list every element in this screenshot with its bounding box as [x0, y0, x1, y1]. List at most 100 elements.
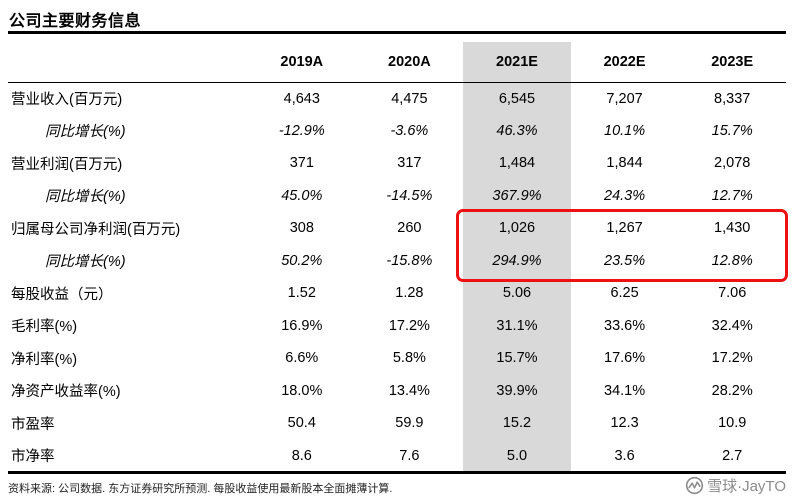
data-cell: -15.8% — [386, 252, 433, 269]
title-rule — [8, 31, 786, 34]
data-cell: 10.1% — [604, 122, 646, 139]
column-header-2019a: 2019A — [248, 42, 356, 83]
data-cell: 24.3% — [604, 187, 646, 204]
data-cell: 31.1% — [463, 309, 571, 342]
bottom-rule — [8, 471, 786, 474]
data-cell: 294.9% — [463, 244, 571, 277]
row-label: 同比增长(%) — [45, 124, 126, 141]
table-row-net-profit-growth: 同比增长(%) 50.2% -15.8% 294.9% 23.5% 12.8% — [8, 244, 786, 277]
data-cell: 6.25 — [610, 285, 639, 302]
column-header-2021e: 2021E — [463, 42, 571, 83]
table-row-operating-profit-growth: 同比增长(%) 45.0% -14.5% 367.9% 24.3% 12.7% — [8, 179, 786, 212]
table-row-revenue-growth: 同比增长(%) -12.9% -3.6% 46.3% 10.1% 15.7% — [8, 114, 786, 147]
data-cell: 15.7% — [711, 122, 753, 139]
data-cell: 15.2 — [463, 407, 571, 440]
table-row-net-margin: 净利率(%) 6.6% 5.8% 15.7% 17.6% 17.2% — [8, 342, 786, 375]
data-cell: 16.9% — [281, 317, 323, 334]
table-row-pe: 市盈率 50.4 59.9 15.2 12.3 10.9 — [8, 407, 786, 440]
data-cell: 8,337 — [714, 90, 751, 107]
row-label: 营业收入(百万元) — [11, 92, 123, 108]
data-cell: 12.7% — [711, 187, 753, 204]
data-cell: 3.6 — [614, 447, 635, 464]
data-cell: 1,484 — [463, 147, 571, 180]
data-cell: 18.0% — [281, 382, 323, 399]
data-cell: 23.5% — [604, 252, 646, 269]
table-row-gross-margin: 毛利率(%) 16.9% 17.2% 31.1% 33.6% 32.4% — [8, 309, 786, 342]
data-cell: 28.2% — [711, 382, 753, 399]
data-cell: 260 — [397, 220, 422, 237]
data-cell: 39.9% — [463, 374, 571, 407]
table-row-roe: 净资产收益率(%) 18.0% 13.4% 39.9% 34.1% 28.2% — [8, 374, 786, 407]
row-label: 市净率 — [11, 449, 55, 466]
data-cell: 8.6 — [291, 447, 312, 464]
column-header-2020a: 2020A — [355, 42, 464, 83]
data-cell: 4,475 — [391, 90, 428, 107]
data-cell: 33.6% — [604, 317, 646, 334]
column-header-2023e: 2023E — [678, 42, 786, 83]
data-cell: 32.4% — [711, 317, 753, 334]
source-note: 资料来源: 公司数据. 东方证券研究所预测. 每股收益使用最新股本全面摊薄计算. — [8, 483, 393, 495]
data-cell: 34.1% — [604, 382, 646, 399]
table-row-operating-profit: 营业利润(百万元) 371 317 1,484 1,844 2,078 — [8, 147, 786, 180]
data-cell: 15.7% — [463, 342, 571, 375]
table-row-pb: 市净率 8.6 7.6 5.0 3.6 2.7 — [8, 439, 786, 472]
row-label: 归属母公司净利润(百万元) — [11, 221, 181, 238]
data-cell: 2.7 — [722, 447, 743, 464]
data-cell: 12.8% — [711, 252, 753, 269]
row-label: 毛利率(%) — [11, 319, 78, 336]
row-label: 市盈率 — [11, 416, 55, 433]
data-cell: 317 — [397, 155, 422, 172]
data-cell: 13.4% — [388, 382, 430, 399]
data-cell: -12.9% — [278, 122, 325, 139]
data-cell: 6,545 — [463, 82, 571, 115]
row-label: 净利率(%) — [11, 351, 78, 368]
data-cell: 5.06 — [463, 277, 571, 310]
data-cell: 4,643 — [283, 90, 320, 107]
data-cell: 17.6% — [604, 350, 646, 367]
data-cell: 5.8% — [392, 350, 426, 367]
data-cell: 2,078 — [714, 155, 751, 172]
column-header-2022e: 2022E — [570, 42, 679, 83]
data-cell: 50.2% — [281, 252, 323, 269]
data-cell: 6.6% — [285, 350, 319, 367]
data-cell: 308 — [289, 220, 314, 237]
row-label: 每股收益（元） — [11, 286, 113, 303]
data-cell: 367.9% — [463, 179, 571, 212]
data-cell: 17.2% — [388, 317, 430, 334]
page-title: 公司主要财务信息 — [9, 13, 142, 30]
row-label: 同比增长(%) — [45, 189, 126, 206]
table-row-net-profit: 归属母公司净利润(百万元) 308 260 1,026 1,267 1,430 — [8, 212, 786, 245]
data-cell: 17.2% — [711, 350, 753, 367]
label-column-header — [8, 42, 248, 83]
watermark-text: 雪球·JayTO — [707, 478, 786, 495]
table-header-row: 2019A 2020A 2021E 2022E 2023E — [8, 42, 786, 83]
data-cell: 7.6 — [399, 447, 420, 464]
data-cell: 7,207 — [606, 90, 643, 107]
data-cell: 1,430 — [714, 220, 751, 237]
row-label: 同比增长(%) — [45, 254, 126, 271]
table-row-revenue: 营业收入(百万元) 4,643 4,475 6,545 7,207 8,337 — [8, 82, 786, 115]
data-cell: 1.52 — [287, 285, 316, 302]
watermark: 雪球·JayTO — [685, 475, 786, 496]
data-cell: 50.4 — [287, 415, 316, 432]
data-cell: 371 — [289, 155, 314, 172]
row-label: 净资产收益率(%) — [11, 384, 121, 401]
data-cell: 1,026 — [463, 212, 571, 245]
data-cell: 12.3 — [610, 415, 639, 432]
data-cell: -3.6% — [390, 122, 429, 139]
row-label: 营业利润(百万元) — [11, 156, 123, 173]
data-cell: 7.06 — [718, 285, 747, 302]
data-cell: -14.5% — [386, 187, 433, 204]
data-cell: 59.9 — [395, 415, 424, 432]
data-cell: 10.9 — [718, 415, 747, 432]
table-row-eps: 每股收益（元） 1.52 1.28 5.06 6.25 7.06 — [8, 277, 786, 310]
data-cell: 5.0 — [463, 439, 571, 472]
data-cell: 46.3% — [463, 114, 571, 147]
data-cell: 45.0% — [281, 187, 323, 204]
xueqiu-logo-icon — [685, 476, 704, 495]
data-cell: 1,844 — [606, 155, 643, 172]
financial-table: 2019A 2020A 2021E 2022E 2023E 营业收入(百万元) … — [8, 42, 786, 472]
data-cell: 1,267 — [606, 220, 643, 237]
data-cell: 1.28 — [395, 285, 424, 302]
